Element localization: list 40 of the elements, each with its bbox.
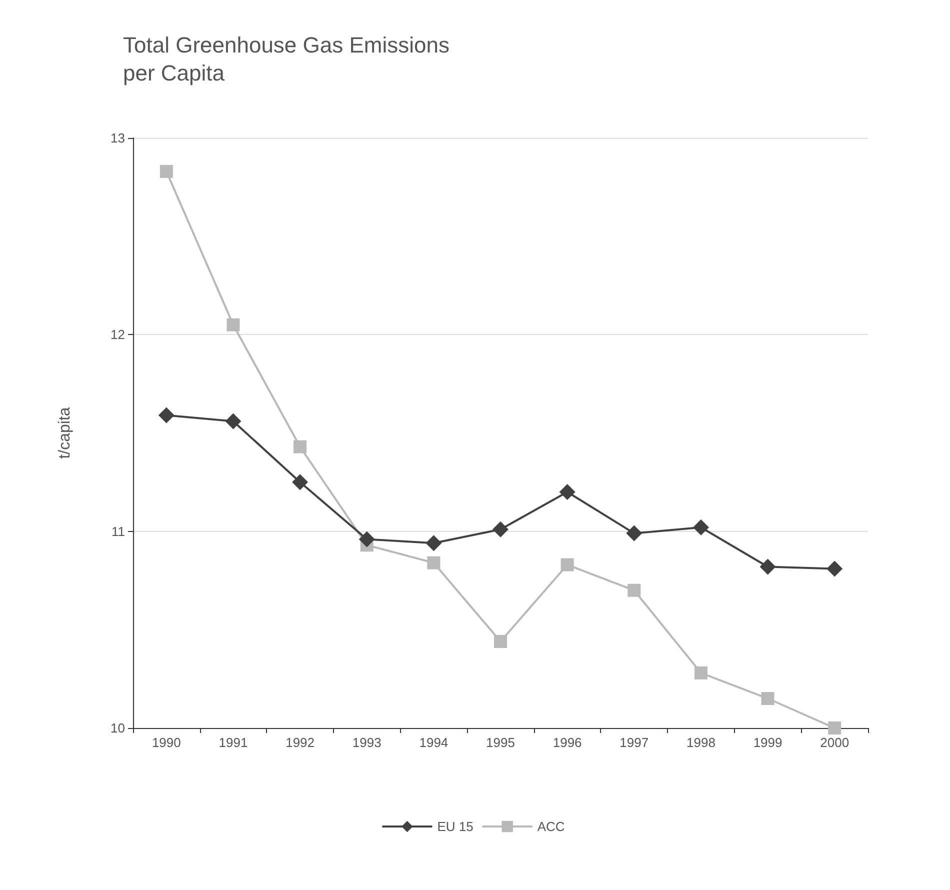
x-tick-label: 1996 bbox=[552, 735, 582, 750]
point bbox=[494, 634, 507, 648]
point bbox=[427, 556, 440, 570]
x-tick-label: 1995 bbox=[486, 735, 515, 750]
legend-label: EU 15 bbox=[437, 819, 474, 834]
x-tick-label: 1991 bbox=[218, 735, 248, 750]
point bbox=[492, 521, 508, 538]
chart-title: Total Greenhouse Gas Emissions per Capita bbox=[123, 32, 450, 86]
point bbox=[760, 558, 776, 575]
point bbox=[226, 318, 240, 332]
point bbox=[694, 666, 708, 680]
point bbox=[560, 558, 574, 572]
point bbox=[628, 584, 641, 597]
x-tick-label: 1997 bbox=[620, 735, 649, 750]
point bbox=[225, 413, 242, 430]
x-tick-label: 2000 bbox=[820, 735, 850, 750]
x-tick-label: 1999 bbox=[753, 735, 782, 750]
x-tick-label: 1990 bbox=[152, 735, 181, 750]
x-tick-label: 1993 bbox=[352, 735, 382, 750]
y-axis-title: t/capita bbox=[56, 407, 74, 459]
point bbox=[692, 519, 709, 536]
point bbox=[826, 560, 843, 577]
point bbox=[761, 692, 774, 705]
point bbox=[158, 407, 174, 424]
y-tick-label: 12 bbox=[110, 327, 125, 342]
y-tick-label: 13 bbox=[110, 130, 125, 146]
point bbox=[828, 722, 842, 734]
x-tick-label: 1992 bbox=[286, 735, 315, 750]
point bbox=[626, 525, 642, 542]
point bbox=[426, 535, 442, 552]
point bbox=[292, 474, 308, 490]
point bbox=[358, 531, 375, 548]
x-tick-label: 1994 bbox=[419, 735, 448, 750]
point bbox=[160, 164, 173, 178]
legend-label: ACC bbox=[537, 819, 565, 834]
y-tick-label: 10 bbox=[110, 720, 125, 736]
x-tick-label: 1998 bbox=[686, 735, 716, 750]
y-tick-label: 11 bbox=[112, 524, 125, 539]
point bbox=[294, 440, 307, 454]
point bbox=[559, 484, 576, 500]
